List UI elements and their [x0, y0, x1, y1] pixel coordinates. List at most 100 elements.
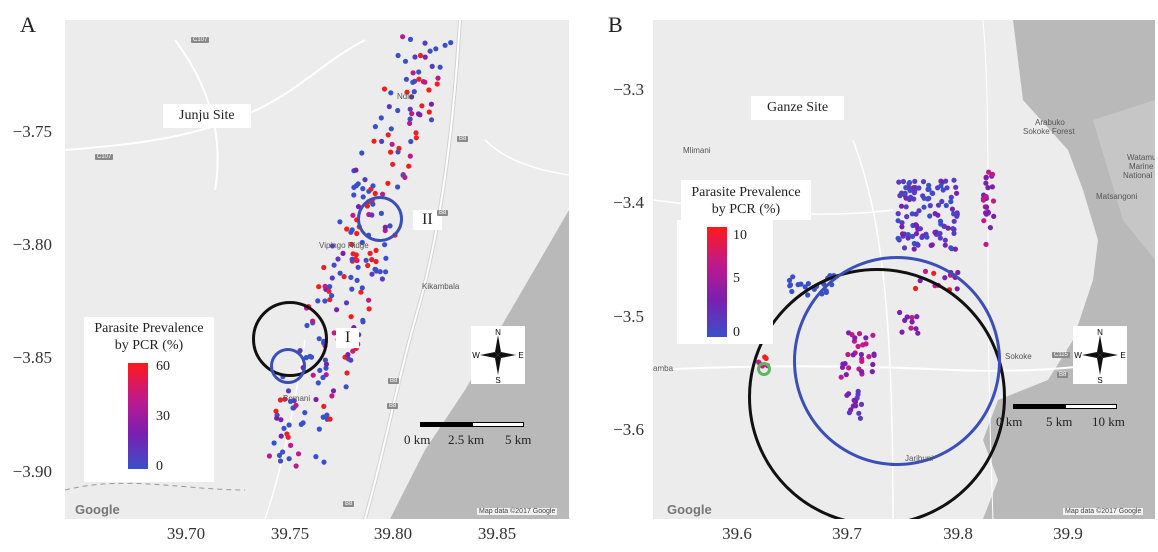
panel-a-xtick: 39.70 [166, 524, 206, 543]
survey-point [790, 274, 796, 280]
survey-point [895, 235, 901, 241]
place-label-sokoke: Sokoke [1005, 352, 1032, 361]
survey-point [929, 190, 935, 196]
survey-point [917, 226, 923, 232]
survey-point [983, 175, 989, 181]
survey-point [395, 184, 401, 190]
survey-point [273, 408, 279, 414]
survey-point [371, 138, 377, 144]
panel-a-ytick: −3.80 [12, 235, 52, 254]
survey-point [349, 286, 355, 292]
survey-point [935, 202, 942, 208]
scale-label-0: 0 km [404, 432, 431, 447]
compass-w: W [1074, 351, 1082, 360]
survey-point [954, 190, 960, 196]
survey-point [354, 230, 360, 237]
survey-point [951, 226, 957, 232]
survey-point [274, 415, 280, 421]
compass-s: S [1097, 376, 1102, 384]
survey-point [985, 210, 991, 216]
survey-point [345, 352, 351, 358]
panel-b-ytick: −3.4 [613, 193, 644, 212]
survey-point [271, 440, 277, 446]
survey-point [390, 161, 396, 167]
survey-point [372, 124, 378, 130]
panel-b-ring-blue [793, 256, 1001, 466]
survey-point [400, 34, 406, 40]
survey-point [921, 204, 927, 210]
survey-point [951, 230, 957, 236]
survey-point [402, 174, 408, 180]
survey-point [942, 242, 948, 248]
panel-a-map[interactable]: Junju Site II I Ndiri Vipingo Ridge Kika… [65, 20, 569, 519]
survey-point [313, 396, 319, 403]
survey-point [980, 197, 986, 203]
survey-point [348, 357, 354, 363]
survey-point [320, 414, 326, 420]
panel-b-xtick: 39.9 [1053, 524, 1083, 543]
place-label-matsangoni: Matsangoni [1096, 192, 1138, 201]
survey-point [927, 203, 933, 209]
survey-point [382, 242, 388, 248]
panel-b-compass: N S W E [1073, 326, 1127, 385]
panel-b-letter: B [608, 12, 623, 37]
survey-point [920, 179, 927, 185]
survey-point [369, 271, 375, 277]
survey-point [924, 234, 930, 240]
survey-point [419, 103, 425, 109]
survey-point [403, 76, 409, 82]
survey-point [910, 233, 916, 239]
legend-level-mid: 5 [733, 271, 740, 286]
legend-title-line2: by PCR (%) [711, 202, 781, 217]
panel-a-xtick: 39.85 [477, 524, 517, 543]
compass-n: N [495, 328, 501, 337]
survey-point [411, 89, 417, 95]
place-label-bomani: Bomani [283, 394, 311, 403]
panel-a-site-label: Junju Site [163, 104, 251, 128]
survey-point [435, 75, 441, 81]
survey-point [916, 208, 922, 214]
panel-b-ytick: −3.3 [613, 80, 644, 99]
panel-b-map[interactable]: Ganze Site Mlimani Arabuko Sokoke Forest… [653, 20, 1155, 519]
survey-point [422, 54, 428, 60]
survey-point [315, 380, 321, 386]
survey-point [373, 267, 379, 273]
panel-a-xtick: 39.75 [270, 524, 310, 543]
survey-point [448, 40, 454, 46]
panel-a-ytick: −3.75 [12, 122, 52, 141]
survey-point [981, 218, 987, 224]
survey-point [323, 365, 329, 371]
survey-point [935, 212, 941, 218]
survey-point [291, 398, 297, 404]
survey-point [983, 204, 990, 210]
survey-point [359, 239, 365, 246]
survey-point [895, 211, 901, 217]
survey-point [349, 241, 355, 248]
survey-point [373, 247, 379, 253]
survey-point [900, 178, 906, 185]
survey-point [991, 213, 997, 219]
legend-level-mid: 30 [156, 409, 170, 424]
survey-point [317, 367, 323, 373]
survey-point [278, 433, 284, 439]
survey-point [926, 182, 932, 188]
survey-point [407, 106, 413, 112]
survey-point [407, 36, 414, 42]
survey-point [383, 269, 389, 275]
survey-point [928, 242, 934, 248]
panel-a-circle-label-ii: II [413, 210, 442, 230]
survey-point [927, 213, 933, 219]
survey-point [329, 275, 335, 281]
survey-point [360, 317, 366, 323]
road-marker: B8 [388, 378, 400, 384]
panel-a-ring-ii-blue [357, 196, 403, 242]
survey-point [329, 393, 335, 399]
survey-point [395, 52, 401, 59]
survey-point [323, 361, 330, 367]
survey-point [805, 281, 811, 287]
compass-e: E [518, 351, 523, 360]
panel-a-ytick: −3.90 [12, 462, 52, 481]
survey-point [409, 94, 415, 100]
panel-b-ytick: −3.6 [613, 420, 644, 439]
survey-point [353, 167, 359, 173]
